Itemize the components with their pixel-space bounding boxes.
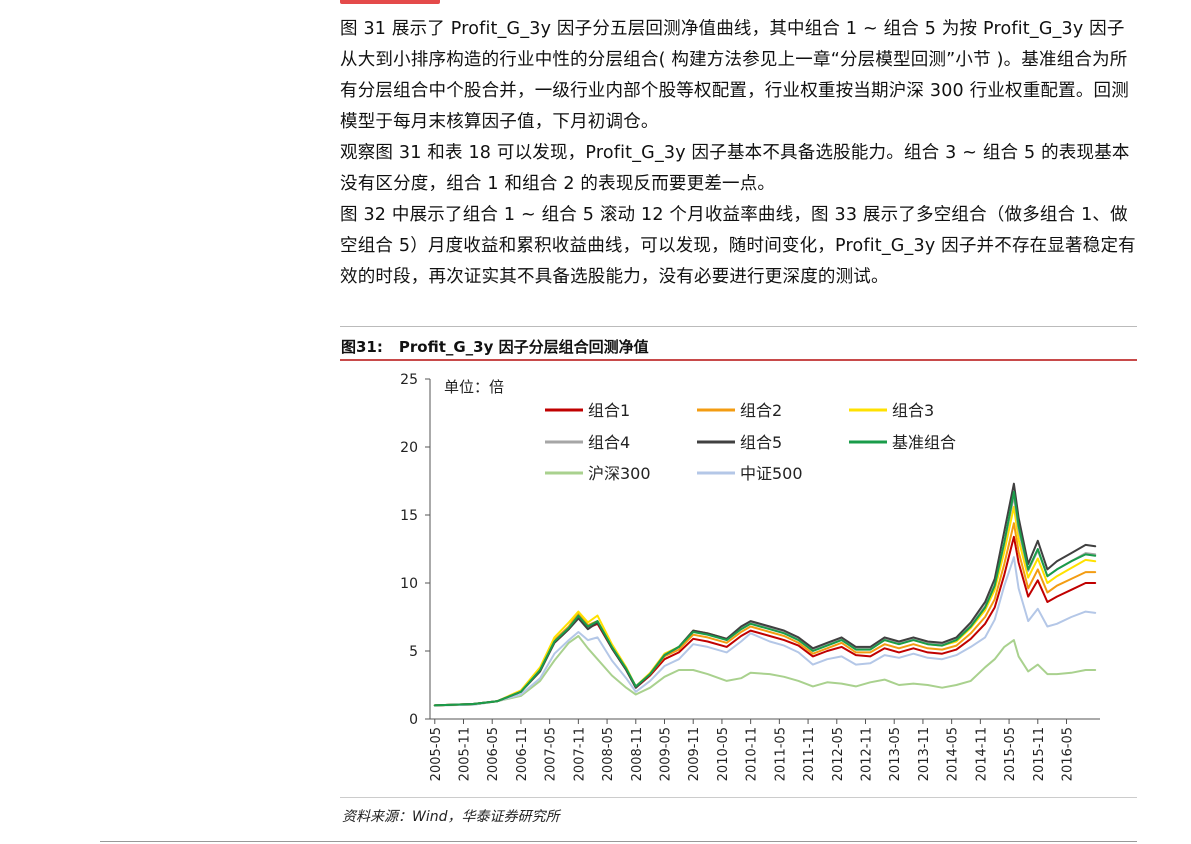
series-line-5	[433, 482, 1097, 707]
x-tick-label: 2010-05	[716, 727, 731, 781]
y-tick-label: 20	[400, 440, 418, 456]
legend-label: 组合3	[892, 401, 934, 420]
paragraph-3: 图 32 中展示了组合 1 ~ 组合 5 滚动 12 个月收益率曲线，图 33 …	[340, 205, 1136, 287]
figure-caption: 图31: Profit_G_3y 因子分层组合回测净值	[341, 336, 649, 357]
x-tick-label: 2005-11	[458, 727, 473, 781]
y-unit-label: 单位：倍	[444, 378, 504, 396]
x-tick-label: 2012-11	[860, 727, 875, 781]
body-text: 图 31 展示了 Profit_G_3y 因子分五层回测净值曲线，其中组合 1 …	[340, 14, 1140, 293]
series-line-2	[433, 522, 1097, 707]
page-footer-rule	[100, 841, 1137, 842]
x-tick-label: 2008-11	[630, 727, 645, 781]
legend-label: 组合1	[588, 401, 630, 420]
x-tick-label: 2014-11	[974, 727, 989, 781]
chart-container: 0 5 10 15 20 25 2005-05 2005-11 2006-05 2006-11 20…	[340, 362, 1137, 797]
x-tick-label: 2008-05	[601, 727, 616, 781]
y-tick-label: 10	[400, 576, 418, 592]
x-tick-label: 2009-11	[687, 727, 702, 781]
figure-title-rule	[340, 359, 1137, 361]
figure-source: 资料来源：Wind，华泰证券研究所	[342, 809, 560, 825]
x-tick-label: 2015-11	[1032, 727, 1047, 781]
y-tick-label: 25	[400, 372, 418, 388]
paragraph-2: 观察图 31 和表 18 可以发现，Profit_G_3y 因子基本不具备选股能…	[340, 143, 1130, 194]
figure-top-rule	[340, 326, 1137, 327]
legend-label: 组合2	[740, 401, 782, 420]
y-tick-label: 5	[409, 644, 418, 660]
legend-label: 沪深300	[588, 464, 651, 483]
x-tick-label: 2007-05	[544, 727, 559, 781]
x-tick-label: 2016-05	[1061, 727, 1076, 781]
x-tick-label: 2012-05	[831, 727, 846, 781]
figure-number: 图31:	[341, 338, 383, 356]
x-tick-label: 2006-05	[486, 727, 501, 781]
series-line-7	[433, 635, 1097, 707]
x-tick-label: 2013-11	[917, 727, 932, 781]
legend-label: 组合5	[740, 433, 782, 452]
legend-label: 基准组合	[892, 433, 956, 452]
x-tick-label: 2010-11	[745, 727, 760, 781]
x-tick-label: 2007-11	[572, 727, 587, 781]
series-line-8	[433, 556, 1097, 707]
x-tick-label: 2011-11	[802, 727, 817, 781]
series-line-6	[433, 490, 1097, 707]
top-accent-bar	[340, 0, 440, 4]
x-tick-label: 2013-05	[888, 727, 903, 781]
legend-label: 中证500	[740, 464, 803, 483]
x-tick-label: 2005-05	[429, 727, 444, 781]
y-tick-label: 0	[409, 712, 418, 728]
nav-line-chart: 0 5 10 15 20 25 2005-05 2005-11 2006-05 2006-11 20…	[400, 372, 1100, 781]
figure-bottom-rule	[340, 797, 1137, 798]
legend-label: 组合4	[588, 433, 630, 452]
x-tick-label: 2009-05	[659, 727, 674, 781]
series-line-1	[433, 535, 1097, 707]
x-tick-label: 2015-05	[1003, 727, 1018, 781]
paragraph-1: 图 31 展示了 Profit_G_3y 因子分五层回测净值曲线，其中组合 1 …	[340, 19, 1129, 132]
x-tick-label: 2006-11	[515, 727, 530, 781]
y-tick-label: 15	[400, 508, 418, 524]
figure-title: Profit_G_3y 因子分层组合回测净值	[398, 338, 649, 356]
x-tick-label: 2011-05	[773, 727, 788, 781]
x-tick-label: 2014-05	[946, 727, 961, 781]
